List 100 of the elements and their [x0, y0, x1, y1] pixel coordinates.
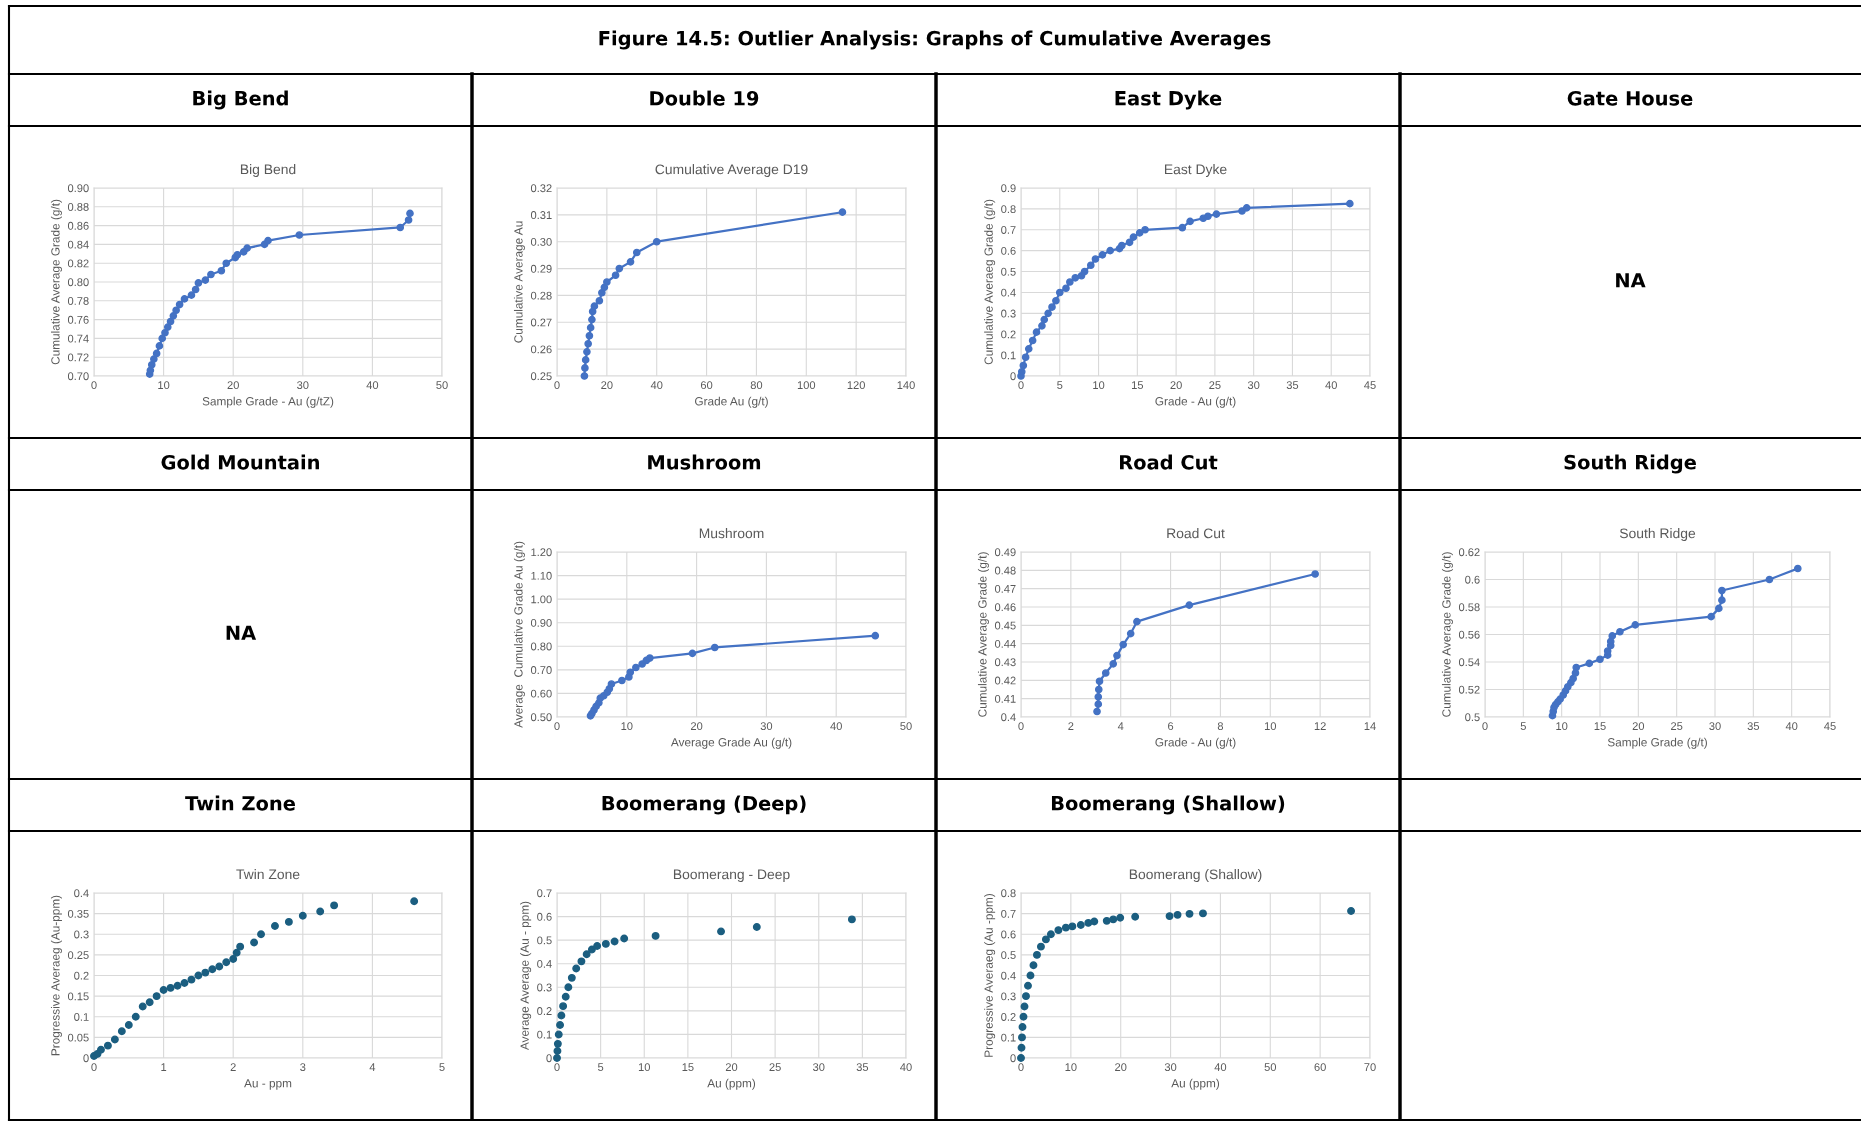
- y-tick-label: 0.4: [1001, 713, 1016, 722]
- x-tick-label: 50: [1264, 1063, 1277, 1072]
- x-tick-label: 6: [1168, 722, 1174, 731]
- x-tick-label: 40: [650, 381, 663, 390]
- y-axis-title: Cumulative Average Au: [513, 221, 525, 343]
- x-tick-label: 0: [554, 722, 560, 731]
- y-tick-label: 0.4: [1001, 971, 1016, 980]
- x-tick-label: 60: [700, 381, 713, 390]
- y-tick-label: 1.20: [531, 548, 552, 557]
- x-tick-label: 40: [1785, 722, 1798, 731]
- y-tick-label: 0.3: [1001, 992, 1016, 1001]
- y-tick-label: 0.5: [1001, 951, 1016, 960]
- chart-title: Road Cut: [1120, 454, 1218, 470]
- x-axis-title: Au - ppm: [244, 1079, 292, 1090]
- y-axis-title: Average Cumulative Grade Au (g/t): [513, 541, 525, 728]
- y-tick-label: 0.88: [67, 203, 89, 211]
- y-tick-label: 0.6: [1001, 246, 1016, 255]
- y-tick-label: 0.3: [537, 983, 552, 992]
- x-tick-label: 0: [1018, 381, 1024, 390]
- x-axis-title: Average Grade Au (g/t): [670, 737, 792, 749]
- x-axis-title: Au (ppm): [1171, 1078, 1220, 1090]
- y-tick-label: 0.58: [1458, 603, 1480, 612]
- y-tick-label: 0.1: [1001, 351, 1016, 360]
- x-axis-title: Au (ppm): [707, 1078, 756, 1090]
- y-axis-title: Progressive Averaeg (Au -ppm): [984, 893, 996, 1057]
- y-tick-label: 0.4: [1001, 288, 1016, 297]
- x-tick-label: 10: [1093, 381, 1105, 390]
- y-tick-label: 0.6: [1001, 930, 1016, 939]
- x-tick-label: 80: [750, 381, 763, 390]
- y-axis-title: Cumulative Average Grade (g/t): [977, 552, 989, 717]
- x-tick-label: 70: [1364, 1063, 1376, 1072]
- y-tick-label: 0.62: [1458, 548, 1480, 557]
- y-tick-label: 0.7: [537, 889, 552, 898]
- chart-subtitle: Twin Zone: [236, 869, 300, 880]
- x-tick-label: 10: [158, 381, 170, 390]
- x-tick-label: 0: [91, 1063, 97, 1072]
- chart-subtitle: Boomerang - Deep: [673, 869, 790, 882]
- y-tick-label: 0.3: [1001, 309, 1016, 318]
- x-tick-label: 30: [1247, 381, 1260, 390]
- x-tick-label: 5: [597, 1063, 604, 1072]
- y-tick-label: 0.60: [530, 689, 552, 698]
- x-tick-label: 50: [900, 722, 912, 731]
- chart-subtitle: East Dyke: [1164, 164, 1227, 177]
- y-tick-label: 0.84: [67, 240, 89, 249]
- y-tick-label: 0.70: [530, 666, 552, 674]
- x-tick-label: 14: [1364, 722, 1376, 730]
- x-tick-label: 0: [1482, 722, 1488, 731]
- y-tick-label: 0.29: [530, 264, 552, 273]
- x-tick-label: 20: [1170, 381, 1182, 390]
- x-tick-label: 10: [1065, 1063, 1077, 1072]
- y-tick-label: 0.4: [74, 889, 89, 898]
- y-tick-label: 0.35: [67, 909, 89, 918]
- x-tick-label: 20: [227, 381, 239, 390]
- y-tick-label: 0.52: [1458, 685, 1480, 694]
- y-tick-label: 0.78: [67, 297, 89, 305]
- x-tick-label: 10: [1264, 722, 1277, 731]
- y-tick-label: 0.6: [1465, 575, 1480, 584]
- y-tick-label: 0.86: [67, 221, 89, 230]
- y-tick-label: 0.90: [67, 184, 89, 193]
- x-tick-label: 15: [1132, 381, 1144, 390]
- x-tick-label: 40: [830, 722, 842, 731]
- x-tick-label: 20: [1632, 722, 1645, 731]
- x-tick-label: 45: [1364, 381, 1376, 390]
- x-tick-label: 40: [900, 1063, 912, 1072]
- chart-title: Big Bend: [193, 90, 288, 110]
- text: Gold Mountain: [161, 454, 319, 470]
- chart-title: Boomerang (Shallow): [1051, 795, 1285, 815]
- chart-subtitle: Mushroom: [699, 528, 764, 539]
- x-tick-label: 0: [1018, 722, 1024, 731]
- chart-title: East Dyke: [1115, 90, 1222, 110]
- x-tick-label: 0: [554, 381, 560, 390]
- chart-subtitle: South Ridge: [1619, 528, 1696, 541]
- x-tick-label: 3: [300, 1063, 306, 1072]
- y-tick-label: 0.5: [1001, 267, 1016, 276]
- chart-title: Boomerang (Deep): [602, 795, 806, 815]
- y-tick-label: 0.1: [74, 1013, 89, 1021]
- x-tick-label: 140: [897, 381, 915, 390]
- y-tick-label: 0.31: [530, 211, 552, 219]
- y-tick-label: 0.2: [74, 971, 89, 980]
- y-tick-label: 0.05: [67, 1033, 89, 1042]
- y-tick-label: 0.82: [67, 259, 89, 268]
- y-tick-label: 0: [1010, 372, 1016, 381]
- chart-subtitle: Road Cut: [1167, 528, 1225, 539]
- y-tick-label: 0.1: [537, 1030, 552, 1039]
- chart-subtitle: Big Bend: [240, 164, 296, 177]
- y-axis-title: Cumulative Average Grade (g/t): [50, 199, 62, 365]
- x-tick-label: 4: [1117, 722, 1124, 730]
- x-tick-label: 0: [91, 381, 97, 390]
- text: NA: [226, 625, 257, 640]
- x-tick-label: 5: [439, 1063, 445, 1072]
- y-tick-label: 0.4: [537, 959, 552, 968]
- y-tick-label: 0.76: [67, 315, 89, 324]
- y-tick-label: 0.7: [1001, 226, 1016, 234]
- text: Gate House: [1567, 90, 1693, 106]
- x-axis-title: Grade - Au (g/t): [1155, 396, 1236, 408]
- x-axis-title: Sample Grade (g/t): [1607, 737, 1707, 749]
- y-tick-label: 0.8: [1001, 889, 1016, 898]
- y-tick-label: 0.26: [530, 345, 552, 354]
- x-axis-title: Grade Au (g/t): [695, 396, 768, 408]
- x-tick-label: 25: [769, 1063, 781, 1072]
